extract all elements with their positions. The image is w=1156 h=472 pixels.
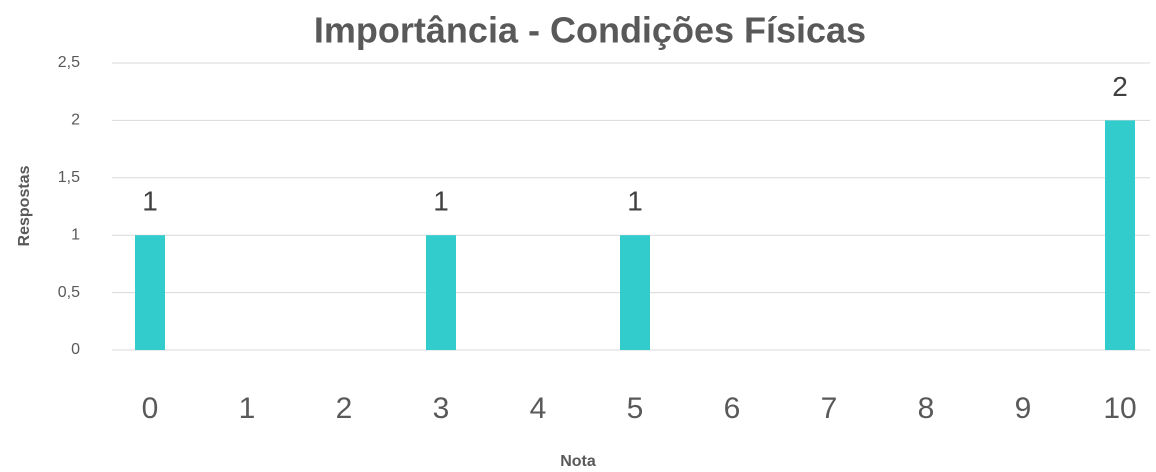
y-tick-label: 1 [71,226,80,243]
x-tick-label: 10 [1103,392,1136,425]
x-axis-label: Nota [560,453,596,470]
y-tick-label: 0,5 [58,284,80,301]
data-label: 2 [1112,71,1128,102]
y-tick-label: 2 [71,112,80,129]
x-tick-label: 4 [530,392,547,425]
x-tick-label: 6 [724,392,741,425]
y-tick-label: 1,5 [58,169,80,186]
x-tick-label: 3 [433,392,450,425]
x-tick-label: 7 [821,392,838,425]
data-label: 1 [433,186,449,217]
y-axis-label: Respostas [16,165,33,246]
x-tick-label: 1 [239,392,256,425]
data-label: 1 [627,186,643,217]
x-tick-label: 8 [918,392,935,425]
bar [135,235,165,350]
x-tick-label: 9 [1015,392,1032,425]
x-tick-label: 0 [142,392,159,425]
y-tick-label: 0 [71,341,80,358]
x-tick-label: 5 [627,392,644,425]
bar [620,235,650,350]
x-tick-label: 2 [336,392,353,425]
bar [1105,120,1135,351]
data-label: 1 [142,186,158,217]
y-tick-label: 2,5 [58,54,80,71]
bar [426,235,456,350]
chart-title: Importância - Condições Físicas [314,10,866,51]
